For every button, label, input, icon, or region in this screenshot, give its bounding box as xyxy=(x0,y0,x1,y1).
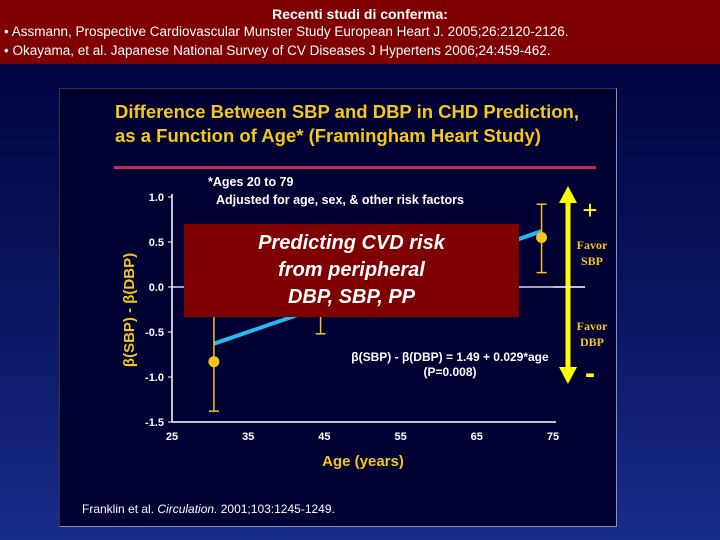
header-title: Recenti studi di conferma: xyxy=(272,6,448,22)
citation-details: 2001;103:1245-1249. xyxy=(217,502,335,516)
y-tick-label: 1.0 xyxy=(149,192,164,204)
x-tick-label: 65 xyxy=(471,431,483,443)
data-point xyxy=(208,356,220,368)
arrow-up-icon xyxy=(559,186,577,203)
reference-2: • Okayama, et al. Japanese National Surv… xyxy=(4,43,551,58)
chart-title-line-1: Difference Between SBP and DBP in CHD Pr… xyxy=(115,101,579,122)
x-tick-label: 45 xyxy=(318,431,330,443)
p-value: (P=0.008) xyxy=(423,365,476,379)
y-tick-label: -1.5 xyxy=(145,417,164,429)
citation: Franklin et al. Circulation. 2001;103:12… xyxy=(82,502,335,516)
y-tick-label: 0.5 xyxy=(149,237,164,249)
chart-title: Difference Between SBP and DBP in CHD Pr… xyxy=(115,100,579,148)
note-adjusted: Adjusted for age, sex, & other risk fact… xyxy=(216,193,464,207)
overlay-caption: Predicting CVD risk from peripheral DBP,… xyxy=(184,224,519,317)
minus-sign: - xyxy=(585,357,595,390)
y-tick-label: -1.0 xyxy=(145,372,164,384)
x-tick-label: 55 xyxy=(394,431,406,443)
header-band: Recenti studi di conferma: • Assmann, Pr… xyxy=(0,0,720,64)
x-tick-label: 75 xyxy=(547,431,559,443)
y-tick-label: -0.5 xyxy=(145,327,164,339)
chart-title-line-2: as a Function of Age* (Framingham Heart … xyxy=(115,125,541,146)
data-point xyxy=(536,232,548,243)
citation-journal: Circulation. xyxy=(157,502,218,516)
overlay-line-2: from peripheral xyxy=(278,259,425,281)
overlay-line-1: Predicting CVD risk xyxy=(258,232,445,254)
overlay-line-3: DBP, SBP, PP xyxy=(287,286,416,308)
x-tick-label: 25 xyxy=(166,431,178,443)
note-ages: *Ages 20 to 79 xyxy=(208,175,294,189)
equation: β(SBP) - β(DBP) = 1.49 + 0.029*age xyxy=(351,350,549,364)
y-axis-label: β(SBP) - β(DBP) xyxy=(121,253,138,367)
x-tick-label: 35 xyxy=(242,431,254,443)
favor-dbp-label: DBP xyxy=(580,335,604,349)
y-tick-label: 0.0 xyxy=(149,282,164,294)
favor-sbp-label: SBP xyxy=(581,254,603,268)
title-divider xyxy=(114,166,596,169)
reference-1: • Assmann, Prospective Cardiovascular Mu… xyxy=(4,24,569,39)
x-axis-label: Age (years) xyxy=(322,453,404,470)
favor-dbp-label: Favor xyxy=(577,319,608,333)
citation-authors: Franklin et al. xyxy=(82,502,158,516)
arrow-down-icon xyxy=(559,367,577,384)
favor-sbp-label: Favor xyxy=(577,238,608,252)
plus-sign: + xyxy=(582,195,597,225)
